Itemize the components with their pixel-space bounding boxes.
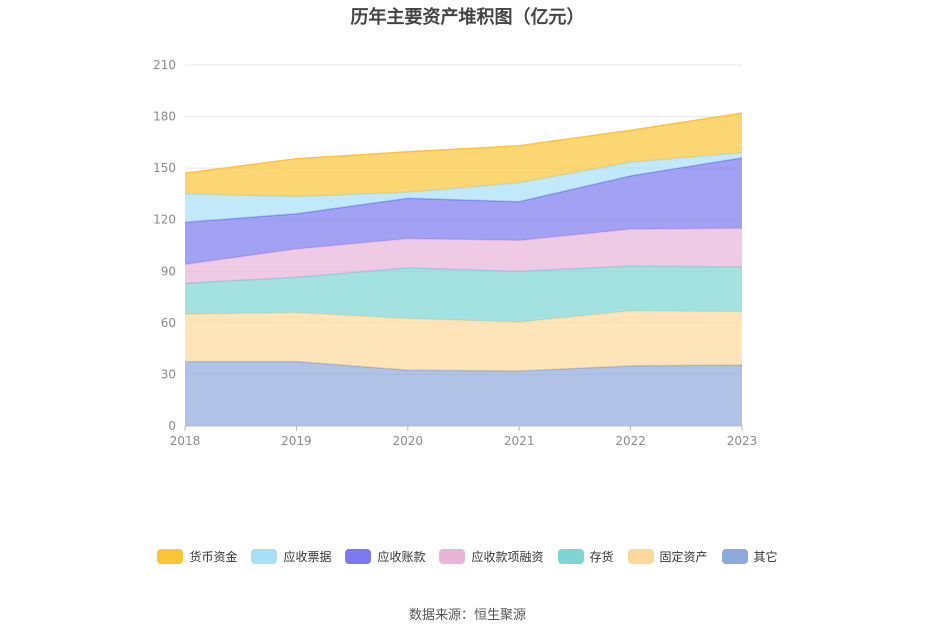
legend-swatch <box>345 549 372 564</box>
legend-swatch <box>557 549 584 564</box>
area-series-固定资产[interactable] <box>185 310 742 371</box>
legend-item-货币资金[interactable]: 货币资金 <box>157 548 237 565</box>
y-tick-label: 180 <box>153 110 176 124</box>
legend-label: 其它 <box>753 550 778 564</box>
chart-legend: 货币资金 应收票据 应收账款 应收款项融资 存货 固定资产 其它 <box>0 548 935 565</box>
legend-item-固定资产[interactable]: 固定资产 <box>627 548 708 565</box>
x-tick-label: 2020 <box>393 434 424 448</box>
legend-swatch <box>439 549 466 564</box>
legend-item-存货[interactable]: 存货 <box>557 548 614 565</box>
y-tick-label: 90 <box>161 264 176 278</box>
y-tick-label: 0 <box>168 419 176 433</box>
legend-swatch <box>721 549 748 564</box>
legend-swatch <box>251 549 278 564</box>
x-tick-label: 2018 <box>170 434 201 448</box>
legend-label: 应收账款 <box>377 550 426 564</box>
y-tick-label: 120 <box>153 213 176 227</box>
area-series-应收票据[interactable] <box>185 152 742 223</box>
y-tick-label: 30 <box>161 367 176 381</box>
legend-swatch <box>157 549 184 564</box>
legend-label: 存货 <box>589 550 614 564</box>
legend-swatch <box>627 549 654 564</box>
series-line-货币资金 <box>184 112 743 175</box>
data-source: 数据来源：恒生聚源 <box>408 608 526 623</box>
area-series-货币资金[interactable] <box>185 113 742 197</box>
area-series-存货[interactable] <box>185 266 742 322</box>
chart-title: 历年主要资产堆积图（亿元） <box>350 7 585 28</box>
x-tick-label: 2023 <box>727 434 758 448</box>
legend-item-其它[interactable]: 其它 <box>721 548 778 565</box>
legend-label: 应收款项融资 <box>471 550 544 564</box>
area-series-应收款项融资[interactable] <box>185 228 742 284</box>
x-tick-label: 2022 <box>615 434 646 448</box>
stacked-area-chart: 0 30 60 90 120 150 180 210 2018 2019 2020 2021 2022 2… <box>153 58 758 448</box>
legend-label: 应收票据 <box>283 550 332 564</box>
area-series-应收账款[interactable] <box>185 157 742 265</box>
y-tick-label: 210 <box>153 58 176 72</box>
legend-item-应收票据[interactable]: 应收票据 <box>251 548 331 565</box>
legend-label: 固定资产 <box>659 550 708 564</box>
area-series-其它[interactable] <box>185 361 742 426</box>
x-tick-label: 2019 <box>281 434 312 448</box>
x-tick-label: 2021 <box>504 434 535 448</box>
y-tick-label: 60 <box>161 316 176 330</box>
y-tick-label: 150 <box>153 161 176 175</box>
series-line-应收账款 <box>184 157 743 224</box>
legend-item-应收账款[interactable]: 应收账款 <box>345 548 425 565</box>
legend-label: 货币资金 <box>189 550 238 564</box>
legend-item-应收款项融资[interactable]: 应收款项融资 <box>439 548 544 565</box>
